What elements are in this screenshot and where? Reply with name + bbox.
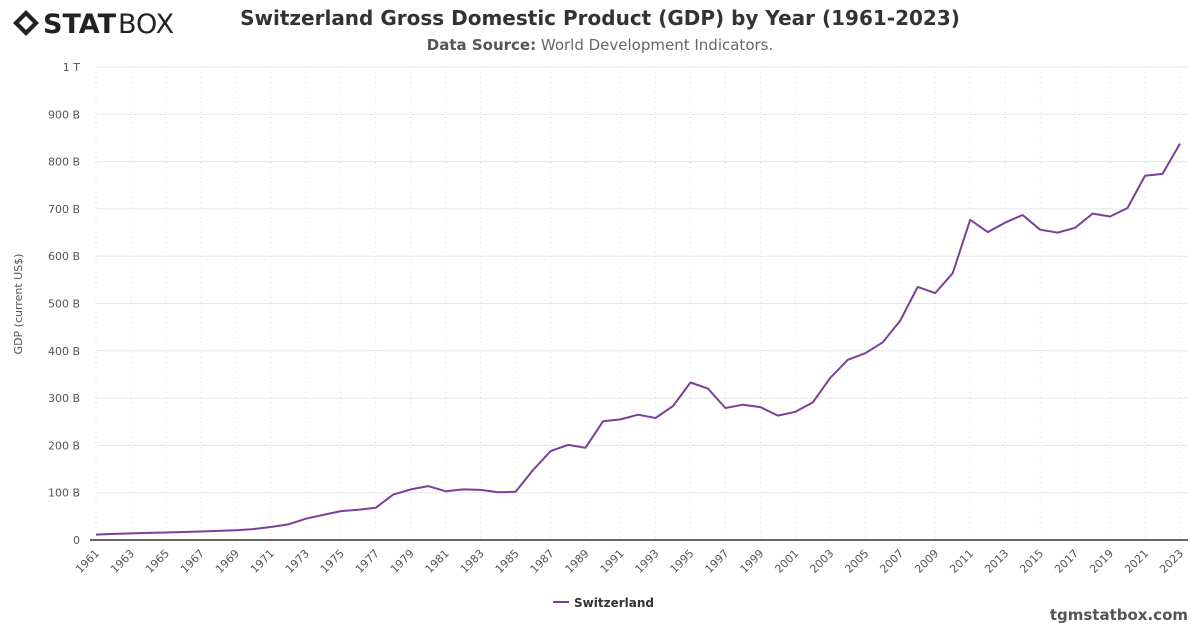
chart-subtitle: Data Source: World Development Indicator… bbox=[0, 36, 1200, 54]
x-tick-label: 2023 bbox=[1157, 547, 1186, 576]
y-tick-label: 900 B bbox=[48, 108, 80, 121]
x-tick-label: 2009 bbox=[912, 547, 941, 576]
x-tick-label: 1965 bbox=[143, 547, 172, 576]
logo-diamond-icon: STAT BOX bbox=[13, 9, 174, 40]
x-tick-label: 1991 bbox=[598, 547, 627, 576]
x-tick-label: 2005 bbox=[842, 547, 871, 576]
x-tick-label: 1993 bbox=[633, 547, 662, 576]
x-tick-label: 1983 bbox=[458, 547, 487, 576]
y-tick-label: 100 B bbox=[48, 487, 80, 500]
x-tick-label: 2019 bbox=[1087, 547, 1116, 576]
logo-text-bold: STAT bbox=[43, 9, 117, 40]
y-tick-label: 500 B bbox=[48, 298, 80, 311]
x-tick-label: 1975 bbox=[318, 547, 347, 576]
y-tick-label: 400 B bbox=[48, 345, 80, 358]
x-tick-label: 1963 bbox=[108, 547, 137, 576]
x-tick-label: 2001 bbox=[772, 547, 801, 576]
subtitle-label: Data Source: bbox=[426, 36, 537, 54]
y-tick-label: 1 T bbox=[63, 61, 80, 74]
x-tick-label: 1997 bbox=[703, 547, 732, 576]
x-tick-label: 1987 bbox=[528, 547, 557, 576]
y-tick-label: 200 B bbox=[48, 439, 80, 452]
x-tick-label: 1971 bbox=[248, 547, 277, 576]
x-tick-label: 2013 bbox=[982, 547, 1011, 576]
y-tick-label: 300 B bbox=[48, 392, 80, 405]
x-tick-label: 1967 bbox=[178, 547, 207, 576]
x-tick-label: 2003 bbox=[807, 547, 836, 576]
chart-title: Switzerland Gross Domestic Product (GDP)… bbox=[240, 6, 960, 30]
statbox-logo: STAT BOX bbox=[10, 6, 180, 40]
y-tick-label: 800 B bbox=[48, 156, 80, 169]
x-tick-label: 1977 bbox=[353, 547, 382, 576]
x-tick-label: 2011 bbox=[947, 547, 976, 576]
x-tick-label: 1985 bbox=[493, 547, 522, 576]
x-tick-label: 1961 bbox=[73, 547, 102, 576]
subtitle-value: World Development Indicators. bbox=[540, 36, 774, 54]
logo-text-light: BOX bbox=[118, 9, 174, 40]
y-axis-label: GDP (current US$) bbox=[12, 254, 25, 355]
x-tick-label: 1981 bbox=[423, 547, 452, 576]
x-tick-label: 1973 bbox=[283, 547, 312, 576]
y-tick-label: 600 B bbox=[48, 250, 80, 263]
y-tick-label: 0 bbox=[73, 534, 80, 547]
x-tick-label: 1999 bbox=[738, 547, 767, 576]
y-tick-label: 700 B bbox=[48, 203, 80, 216]
legend[interactable]: Switzerland bbox=[553, 596, 654, 610]
x-tick-label: 2017 bbox=[1052, 547, 1081, 576]
x-tick-label: 1969 bbox=[213, 547, 242, 576]
x-tick-label: 2015 bbox=[1017, 547, 1046, 576]
x-tick-label: 2021 bbox=[1122, 547, 1151, 576]
x-tick-label: 1989 bbox=[563, 547, 592, 576]
x-tick-label: 2007 bbox=[877, 547, 906, 576]
legend-item-switzerland[interactable]: Switzerland bbox=[574, 596, 654, 610]
x-tick-label: 1995 bbox=[668, 547, 697, 576]
series-line-switzerland[interactable] bbox=[95, 143, 1181, 536]
x-tick-label: 1979 bbox=[388, 547, 417, 576]
site-credit: tgmstatbox.com bbox=[1049, 606, 1188, 624]
